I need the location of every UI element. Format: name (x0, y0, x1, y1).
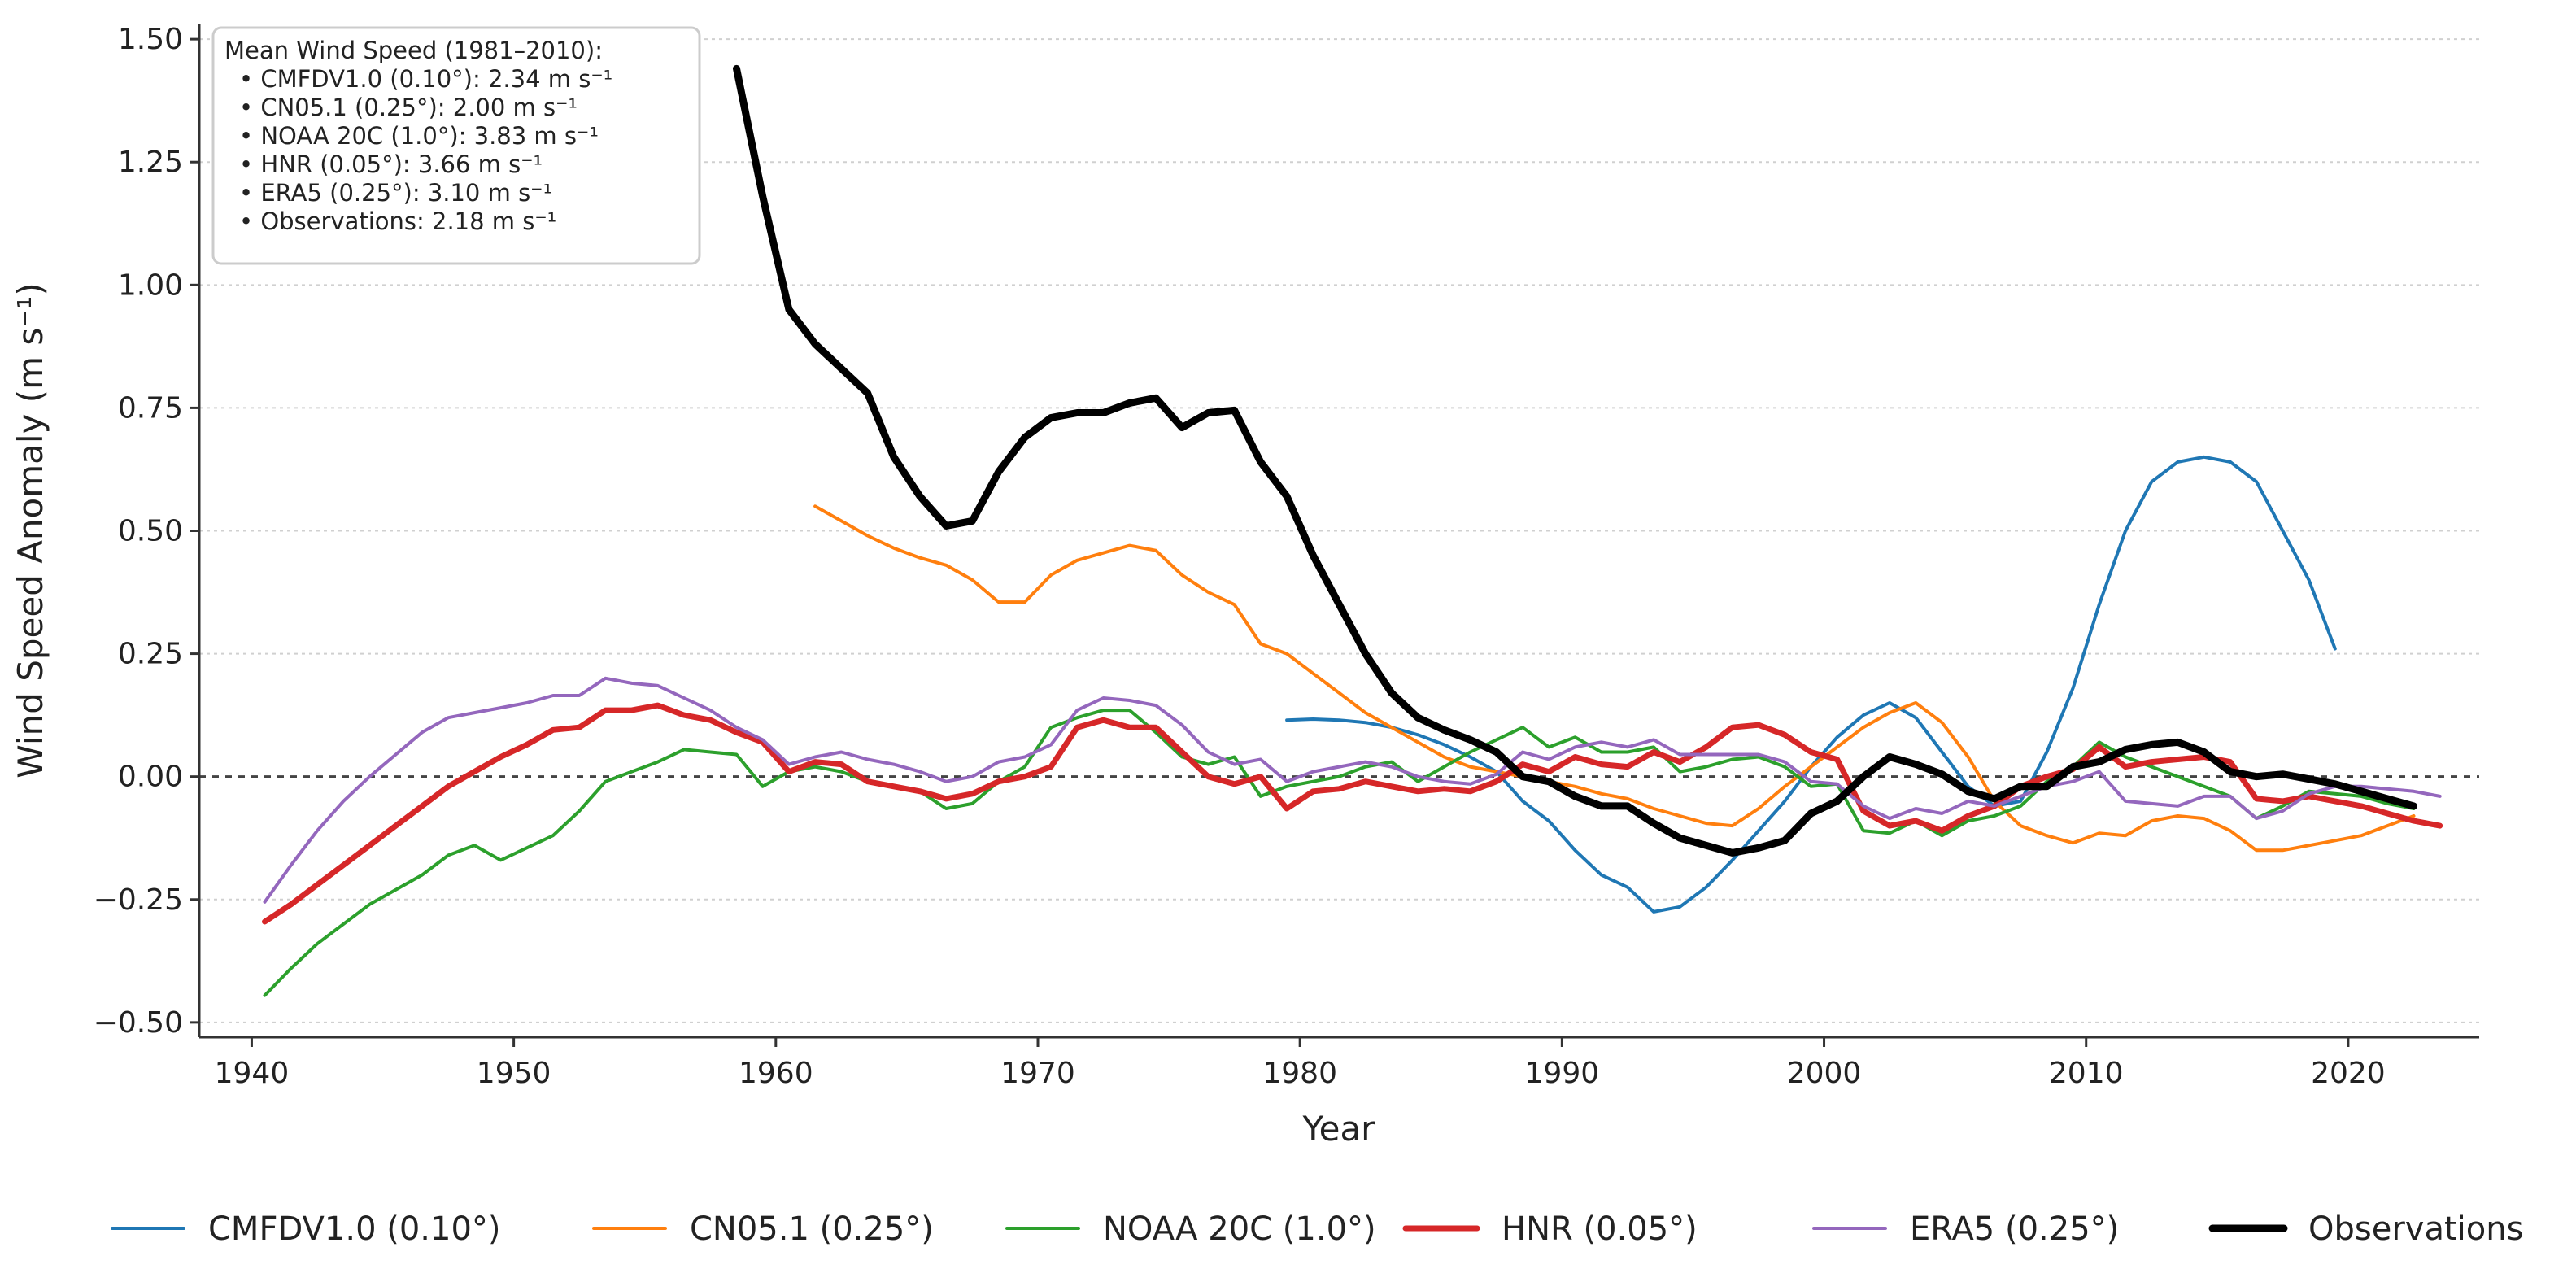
annotation-line-cmfdv: • CMFDV1.0 (0.10°): 2.34 m s⁻¹ (239, 65, 612, 93)
x-tick-label: 2010 (2049, 1057, 2124, 1090)
legend: CMFDV1.0 (0.10°) CN05.1 (0.25°) NOAA 20C (… (111, 1210, 2523, 1248)
y-tick-label: 1.25 (118, 146, 183, 179)
x-tick-label: 1940 (215, 1057, 290, 1090)
axis-ticks: −0.50 −0.25 0.00 0.25 0.50 0.75 1.00 1.25 1.50 19… (94, 23, 2386, 1090)
legend-label-observations: Observations (2308, 1210, 2523, 1248)
y-tick-label: −0.25 (94, 883, 183, 917)
annotation-title: Mean Wind Speed (1981–2010): (224, 37, 603, 64)
y-tick-label: 1.00 (118, 268, 183, 302)
y-tick-label: −0.50 (94, 1006, 183, 1040)
series-line-era5-0-25 (263, 676, 2442, 904)
annotation-line-era5: • ERA5 (0.25°): 3.10 m s⁻¹ (239, 179, 552, 207)
x-tick-label: 1960 (739, 1057, 813, 1090)
x-tick-label: 1990 (1525, 1057, 1600, 1090)
y-tick-label: 0.50 (118, 515, 183, 548)
y-tick-label: 0.25 (118, 638, 183, 671)
legend-label-cn05-1-0-25: CN05.1 (0.25°) (690, 1210, 934, 1248)
y-axis-title: Wind Speed Anomaly (m s⁻¹) (11, 282, 50, 778)
x-tick-label: 1970 (1000, 1057, 1075, 1090)
x-tick-label: 2000 (1787, 1057, 1862, 1090)
legend-label-hnr-0-05: HNR (0.05°) (1502, 1210, 1698, 1248)
annotation-line-noaa: • NOAA 20C (1.0°): 3.83 m s⁻¹ (239, 122, 599, 150)
y-tick-label: 0.75 (118, 391, 183, 425)
legend-label-noaa-20c-1-0: NOAA 20C (1.0°) (1103, 1210, 1376, 1248)
data-series (262, 64, 2443, 997)
series-line-cn05-1-0-25 (813, 504, 2416, 853)
series-line-observations (733, 64, 2417, 857)
x-tick-label: 1950 (477, 1057, 551, 1090)
legend-label-cmfdv1-0-0-10: CMFDV1.0 (0.10°) (208, 1210, 501, 1248)
annotation-line-observations: • Observations: 2.18 m s⁻¹ (239, 207, 556, 235)
y-tick-label: 0.00 (118, 761, 183, 794)
x-tick-label: 1980 (1262, 1057, 1337, 1090)
x-tick-label: 2020 (2311, 1057, 2386, 1090)
annotation-frame (211, 26, 701, 265)
annotation-line-hnr: • HNR (0.05°): 3.66 m s⁻¹ (239, 150, 543, 178)
y-tick-label: 1.50 (118, 23, 183, 56)
x-axis-title: Year (1302, 1109, 1376, 1149)
annotation-line-cn05: • CN05.1 (0.25°): 2.00 m s⁻¹ (239, 94, 578, 121)
mean-wind-speed-annotation: Mean Wind Speed (1981–2010): • CMFDV1.0 … (211, 26, 701, 265)
legend-label-era5-0-25: ERA5 (0.25°) (1910, 1210, 2119, 1248)
